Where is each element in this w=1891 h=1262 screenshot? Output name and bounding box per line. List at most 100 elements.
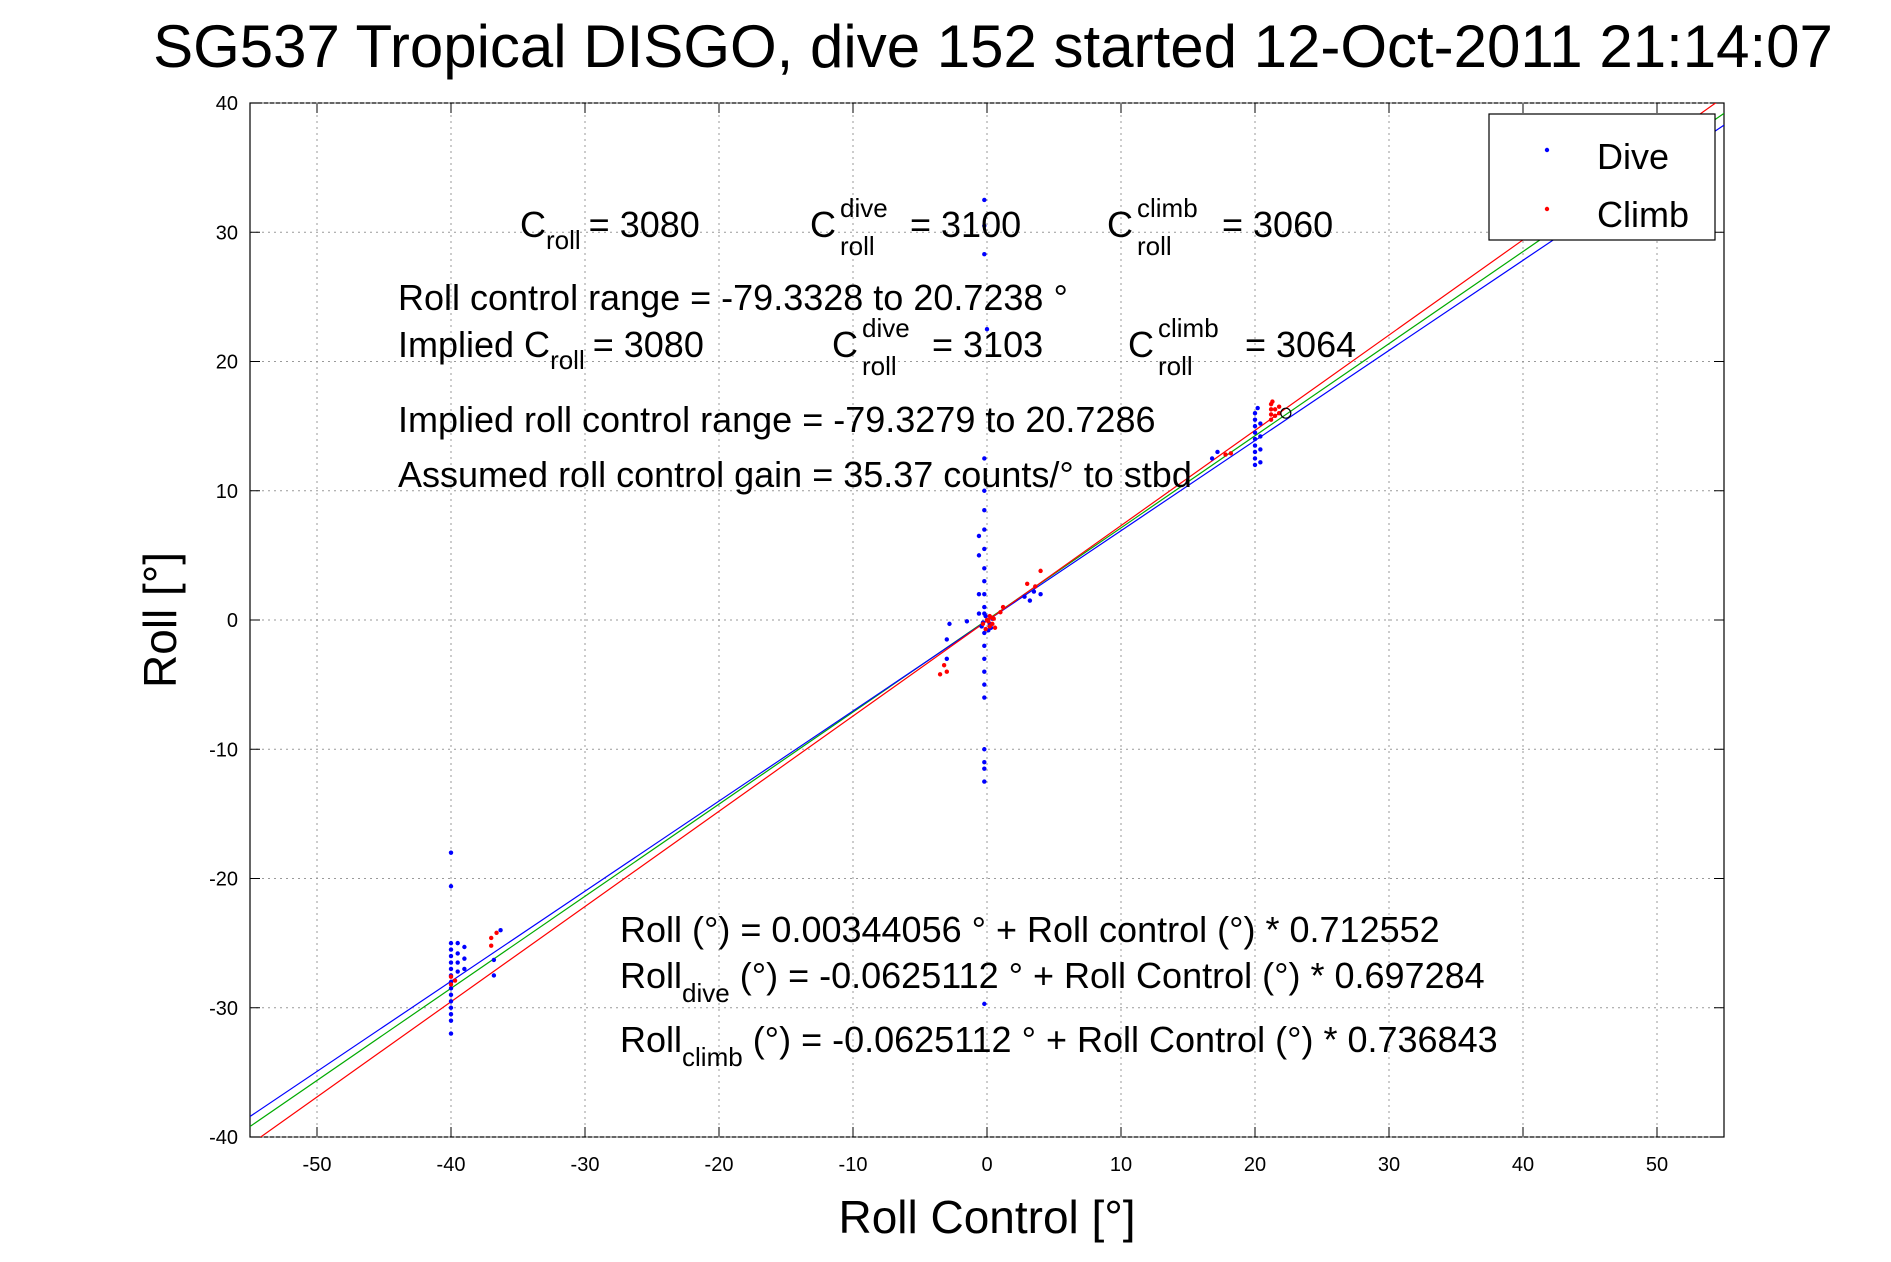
c-climb-symbol: C (1107, 204, 1133, 245)
implied-c-climb-symbol: C (1128, 324, 1154, 365)
climb-point (1268, 412, 1274, 417)
dive-point (1258, 447, 1263, 452)
implied-c-climb-subscript: roll (1158, 351, 1193, 381)
y-tick-label: -20 (209, 869, 238, 891)
dive-point (448, 999, 454, 1004)
climb-point (983, 626, 988, 632)
implied-c-dive-symbol: C (832, 324, 858, 365)
c-climb-superscript: climb (1137, 193, 1198, 223)
eq-climb-rest: (°) = -0.0625112 ° + Roll Control (°) * … (743, 1019, 1498, 1060)
climb-point (944, 669, 949, 674)
dive-point (448, 986, 454, 991)
c-roll-annotation: Croll = 3080 C dive roll = 3100 C climb r… (520, 193, 1333, 261)
dive-point (1255, 405, 1260, 411)
climb-point (937, 672, 943, 677)
dive-point (976, 611, 982, 616)
implied-c-dive-superscript: dive (862, 313, 910, 343)
dive-point (491, 973, 497, 978)
dive-point (1252, 430, 1258, 435)
climb-point (1033, 584, 1038, 589)
climb-point (991, 616, 996, 621)
climb-point (992, 625, 998, 630)
dive-point (982, 546, 987, 552)
legend-dive-label: Dive (1597, 136, 1669, 177)
dive-point (1252, 436, 1258, 442)
dive-point (1252, 462, 1258, 468)
eq-climb-subscript: climb (682, 1042, 743, 1072)
dive-point (1215, 449, 1220, 455)
dive-point (1252, 456, 1258, 461)
eq-dive-subscript: dive (682, 978, 730, 1008)
implied-roll-control-range: Implied roll control range = -79.3279 to… (398, 399, 1156, 440)
x-tick-label: 10 (1110, 1154, 1132, 1176)
climb-point (452, 978, 458, 983)
dive-point (982, 630, 987, 636)
dive-point (448, 1031, 454, 1036)
dive-point (455, 940, 460, 946)
dive-point (1258, 434, 1263, 439)
roll-control-range: Roll control range = -79.3328 to 20.7238… (398, 277, 1068, 318)
eq-dive-rest: (°) = -0.0625112 ° + Roll Control (°) * … (730, 955, 1485, 996)
c-roll-subscript: roll (546, 225, 581, 255)
y-tick-label: 40 (216, 93, 238, 115)
dive-point (455, 951, 460, 956)
implied-c-climb-value: = 3064 (1245, 324, 1356, 365)
dive-point (982, 579, 987, 584)
climb-point (1276, 404, 1282, 409)
y-tick-label: 20 (216, 352, 238, 374)
climb-point (1272, 407, 1278, 412)
climb-point (494, 930, 499, 935)
dive-point (982, 591, 987, 597)
climb-point (1038, 568, 1043, 574)
svg-text:C: C (810, 204, 836, 245)
svg-text:Implied Croll= 3080: Implied Croll = 3080 (398, 324, 704, 375)
dive-point (982, 527, 987, 532)
x-tick-label: 40 (1512, 1154, 1534, 1176)
dive-point (448, 953, 454, 959)
climb-point (990, 621, 995, 627)
implied-c-annotation: Implied Croll = 3080 C dive roll = 3103 C… (398, 313, 1356, 381)
climb-point (489, 943, 494, 948)
dive-point (982, 669, 987, 674)
x-tick-label: -10 (839, 1154, 868, 1176)
y-tick-label: -30 (209, 998, 238, 1020)
dive-point (982, 252, 987, 257)
dive-point (982, 656, 987, 661)
y-tick-label: 10 (216, 481, 238, 503)
dive-point (982, 604, 987, 610)
dive-point (462, 966, 467, 972)
dive-point (1252, 417, 1258, 422)
dive-point (448, 850, 454, 855)
legend: Dive Climb (1488, 113, 1716, 241)
legend-dive-marker (1544, 147, 1550, 153)
legend-box (1488, 113, 1716, 241)
c-climb-value: = 3060 (1222, 204, 1333, 245)
y-tick-label: 0 (227, 610, 238, 632)
dive-point (455, 969, 460, 974)
y-tick-label: -10 (209, 739, 238, 761)
dive-point (982, 456, 987, 461)
implied-c-roll-subscript: roll (550, 345, 585, 375)
x-tick-label: 30 (1378, 1154, 1400, 1176)
dive-point (982, 643, 987, 649)
dive-point (462, 956, 467, 961)
dive-point (982, 507, 987, 513)
assumed-gain: Assumed roll control gain = 35.37 counts… (398, 454, 1192, 495)
dive-point (982, 1001, 987, 1007)
dive-point (976, 591, 982, 597)
dive-point (448, 960, 454, 965)
y-axis-label: Roll [°] (134, 552, 186, 688)
dive-point (1022, 594, 1027, 599)
chart-title: SG537 Tropical DISGO, dive 152 started 1… (153, 13, 1833, 80)
x-tick-label: 50 (1646, 1154, 1668, 1176)
dive-point (1252, 423, 1258, 429)
dive-point (448, 1005, 454, 1010)
legend-climb-label: Climb (1597, 194, 1689, 235)
x-tick-labels: -50 -40 -30 -20 -10 0 10 20 30 40 50 (303, 1154, 1669, 1176)
x-tick-label: 0 (981, 1154, 992, 1176)
climb-point (489, 935, 494, 941)
c-climb-subscript: roll (1137, 231, 1172, 261)
dive-point (944, 637, 949, 642)
x-tick-label: -40 (437, 1154, 466, 1176)
